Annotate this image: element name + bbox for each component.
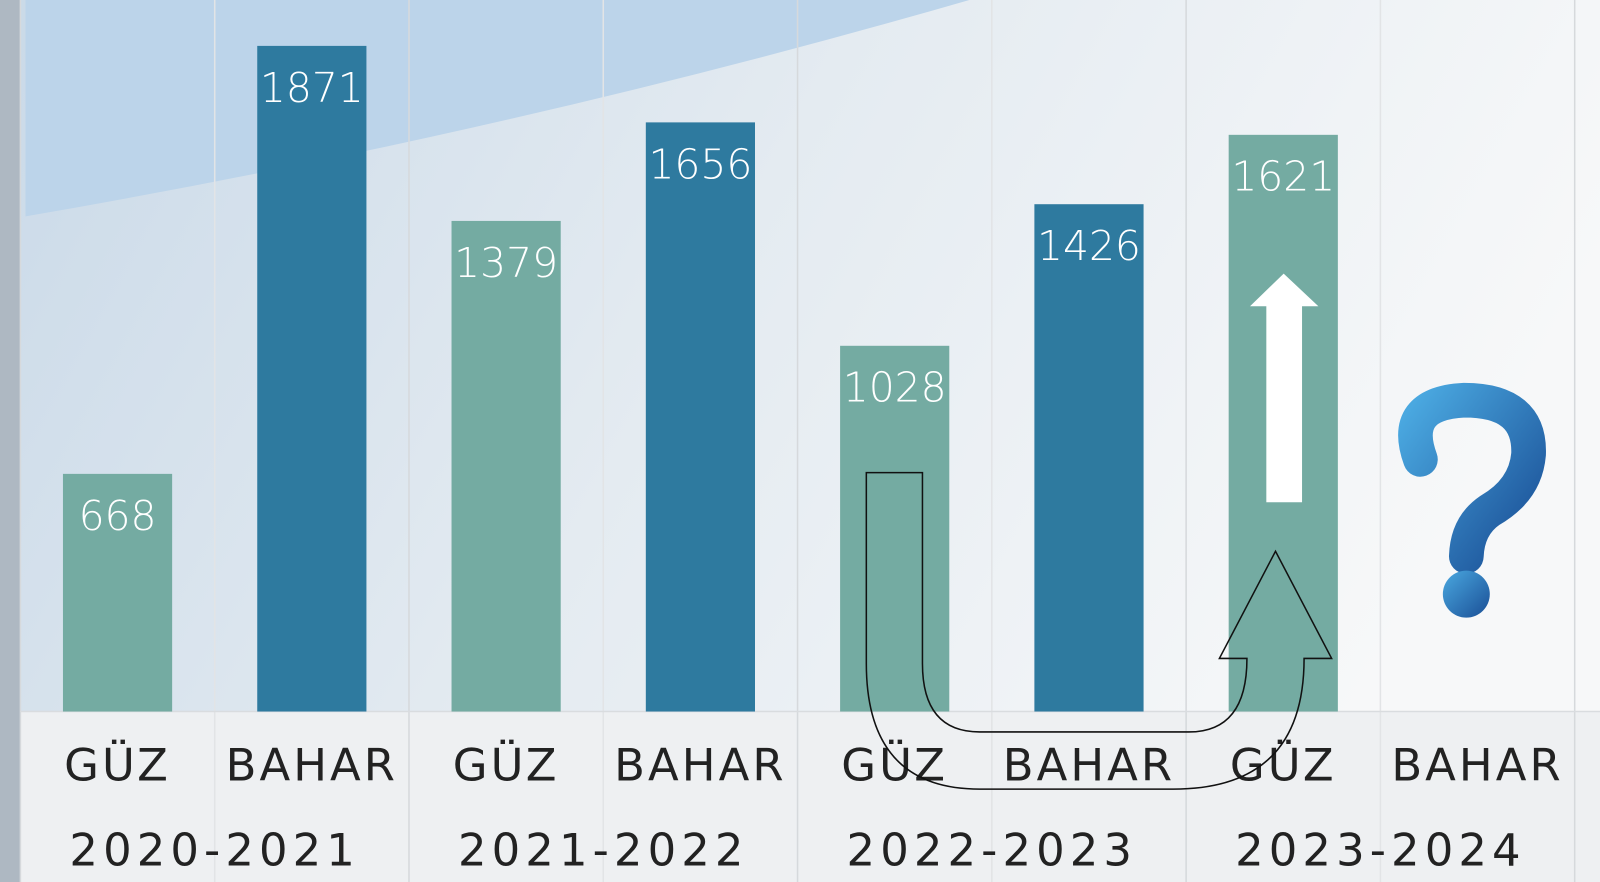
bar: [62, 473, 173, 712]
bar: [840, 345, 950, 712]
bar: [1034, 204, 1144, 712]
category-label: BAHAR: [1003, 739, 1175, 792]
value-label: 1656: [648, 140, 752, 188]
category-label: GÜZ: [841, 739, 948, 792]
bar: [645, 122, 755, 712]
category-label: BAHAR: [226, 739, 398, 792]
category-label: GÜZ: [1230, 739, 1337, 792]
value-label: 668: [79, 492, 157, 540]
floor: [20, 711, 1600, 882]
category-label: GÜZ: [453, 739, 560, 792]
category-label: BAHAR: [614, 739, 786, 792]
u-turn-arrow: [865, 471, 1333, 790]
group-label: 2020-2021: [69, 823, 360, 876]
category-label: BAHAR: [1391, 739, 1563, 792]
group-label: 2023-2024: [1235, 823, 1526, 876]
plot: 668 GÜZ 1871 BAHAR 1379 GÜZ 1656 BAHAR 1028 GÜZ 14…: [19, 0, 1600, 882]
value-label: 1379: [454, 239, 558, 287]
question-mark: [1398, 382, 1546, 618]
left-edge: [0, 0, 21, 882]
group-label: 2021-2022: [458, 823, 749, 876]
group-label: 2022-2023: [847, 823, 1138, 876]
up-arrow: [1250, 273, 1319, 503]
bar: [257, 45, 367, 712]
value-label: 1028: [843, 364, 947, 412]
category-label: GÜZ: [64, 739, 171, 792]
value-label: 1426: [1037, 222, 1141, 270]
bar: [451, 220, 561, 712]
value-label: 1871: [260, 64, 364, 112]
value-label: 1621: [1231, 153, 1335, 201]
